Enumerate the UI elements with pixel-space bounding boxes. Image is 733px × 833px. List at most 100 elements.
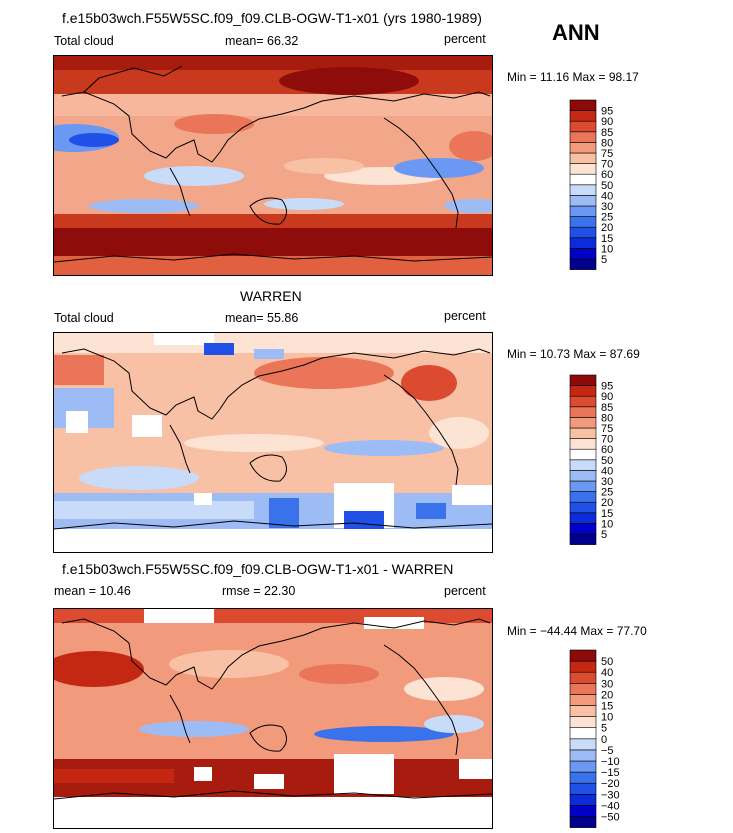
colorbar-swatch xyxy=(569,794,597,806)
panel-3-mean-label: mean = 10.46 xyxy=(54,584,131,598)
colorbar-swatch xyxy=(569,374,597,386)
colorbar-label: 70 xyxy=(601,434,613,446)
colorbar-label: 90 xyxy=(601,391,613,403)
panel-3-colorbar: −50 −40 −30 −20 −15 −10 −5 0 5 10 15 20 30 40 50 xyxy=(569,649,650,828)
panel-3-rmse-label: rmse = 22.30 xyxy=(222,584,296,598)
colorbar-label: 20 xyxy=(601,497,613,509)
colorbar-swatch xyxy=(569,782,597,795)
colorbar-label: 30 xyxy=(601,201,613,213)
colorbar-label: 20 xyxy=(601,222,613,234)
colorbar-swatch xyxy=(569,727,597,740)
panel-1-title: f.e15b03wch.F55W5SC.f09_f09.CLB-OGW-T1-x… xyxy=(62,10,482,26)
colorbar-label: 50 xyxy=(601,656,613,668)
colorbar-swatch xyxy=(569,163,597,175)
season-label: ANN xyxy=(552,20,600,45)
panel-2-map xyxy=(53,332,493,553)
panel-3-minmax-label: Min = −44.44 Max = 77.70 xyxy=(507,624,647,638)
panel-2-minmax-label: Min = 10.73 Max = 87.69 xyxy=(507,347,640,361)
colorbar-swatch xyxy=(569,216,597,228)
colorbar-label: 5 xyxy=(601,254,607,266)
colorbar-label: 40 xyxy=(601,465,613,477)
colorbar-swatch xyxy=(569,226,597,239)
colorbar-swatch xyxy=(569,470,597,482)
colorbar-swatch xyxy=(569,649,597,662)
colorbar-label: 95 xyxy=(601,381,613,393)
colorbar-swatch xyxy=(569,805,597,817)
panel-2-units-label: percent xyxy=(444,309,486,323)
panel-3-map xyxy=(53,608,493,829)
colorbar-swatch xyxy=(569,237,597,249)
colorbar-swatch xyxy=(569,491,597,503)
colorbar-label: −10 xyxy=(601,756,620,768)
colorbar-label: 25 xyxy=(601,487,613,499)
panel-1-map xyxy=(53,55,493,276)
panel-1-minmax-label: Min = 11.16 Max = 98.17 xyxy=(507,70,639,84)
colorbar-label: 90 xyxy=(601,116,613,128)
colorbar-label: 70 xyxy=(601,159,613,171)
colorbar-swatch xyxy=(569,131,597,143)
colorbar-swatch xyxy=(569,671,597,684)
colorbar-label: 0 xyxy=(601,734,607,746)
panel-1-colorbar: 5 10 15 20 25 30 40 50 60 70 75 80 85 90 95 xyxy=(569,99,650,270)
colorbar-label: −5 xyxy=(601,745,614,757)
colorbar-swatch xyxy=(569,512,597,524)
colorbar-label: 5 xyxy=(601,529,607,541)
colorbar-label: 60 xyxy=(601,444,613,456)
panel-1-mean-label: mean= 66.32 xyxy=(225,34,299,48)
colorbar-label: 15 xyxy=(601,508,613,520)
colorbar-swatch xyxy=(569,694,597,706)
panel-2-variable-label: Total cloud xyxy=(54,311,114,325)
panel-2-title: WARREN xyxy=(240,288,302,304)
colorbar-swatch xyxy=(569,771,597,784)
colorbar-swatch xyxy=(569,248,597,260)
colorbar-swatch xyxy=(569,173,597,186)
colorbar-swatch xyxy=(569,195,597,207)
colorbar-swatch xyxy=(569,749,597,762)
colorbar-swatch xyxy=(569,184,597,196)
colorbar-swatch xyxy=(569,110,597,122)
colorbar-label: 75 xyxy=(601,423,613,435)
panel-3-title: f.e15b03wch.F55W5SC.f09_f09.CLB-OGW-T1-x… xyxy=(62,561,454,577)
colorbar-label: 5 xyxy=(601,723,607,735)
colorbar-swatch xyxy=(569,406,597,418)
colorbar-label: 80 xyxy=(601,412,613,424)
colorbar-swatch xyxy=(569,660,597,673)
colorbar-label: 15 xyxy=(601,233,613,245)
colorbar-label: 50 xyxy=(601,455,613,467)
colorbar-label: 85 xyxy=(601,127,613,139)
colorbar-label: −15 xyxy=(601,767,620,779)
colorbar-label: −20 xyxy=(601,778,620,790)
colorbar-swatch xyxy=(569,142,597,154)
colorbar-label: 30 xyxy=(601,476,613,488)
colorbar-label: 95 xyxy=(601,106,613,118)
panel-2-colorbar: 5 10 15 20 25 30 40 50 60 70 75 80 85 90 95 xyxy=(569,374,650,545)
colorbar-swatch xyxy=(569,448,597,461)
colorbar-swatch xyxy=(569,716,597,728)
colorbar-swatch xyxy=(569,427,597,439)
colorbar-swatch xyxy=(569,258,597,270)
colorbar-label: 75 xyxy=(601,148,613,160)
colorbar-label: 15 xyxy=(601,701,613,713)
colorbar-label: 50 xyxy=(601,180,613,192)
colorbar-label: 60 xyxy=(601,169,613,181)
colorbar-label: 20 xyxy=(601,689,613,701)
colorbar-label: 10 xyxy=(601,518,613,530)
colorbar-swatch xyxy=(569,120,597,133)
colorbar-label: 10 xyxy=(601,712,613,724)
panel-1-units-label: percent xyxy=(444,32,486,46)
colorbar-label: 40 xyxy=(601,190,613,202)
colorbar-swatch xyxy=(569,417,597,429)
colorbar-swatch xyxy=(569,682,597,695)
colorbar-label: 10 xyxy=(601,243,613,255)
colorbar-swatch xyxy=(569,152,597,164)
colorbar-swatch xyxy=(569,523,597,535)
colorbar-label: 25 xyxy=(601,212,613,224)
colorbar-swatch xyxy=(569,738,597,751)
colorbar-swatch xyxy=(569,533,597,545)
colorbar-swatch xyxy=(569,760,597,773)
colorbar-swatch xyxy=(569,459,597,471)
colorbar-label: 30 xyxy=(601,678,613,690)
panel-3-units-label: percent xyxy=(444,584,486,598)
colorbar-swatch xyxy=(569,395,597,408)
